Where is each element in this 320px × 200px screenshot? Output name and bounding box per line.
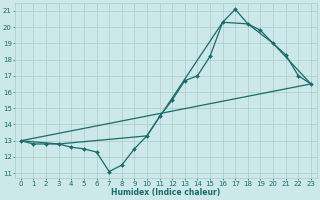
X-axis label: Humidex (Indice chaleur): Humidex (Indice chaleur) bbox=[111, 188, 220, 197]
